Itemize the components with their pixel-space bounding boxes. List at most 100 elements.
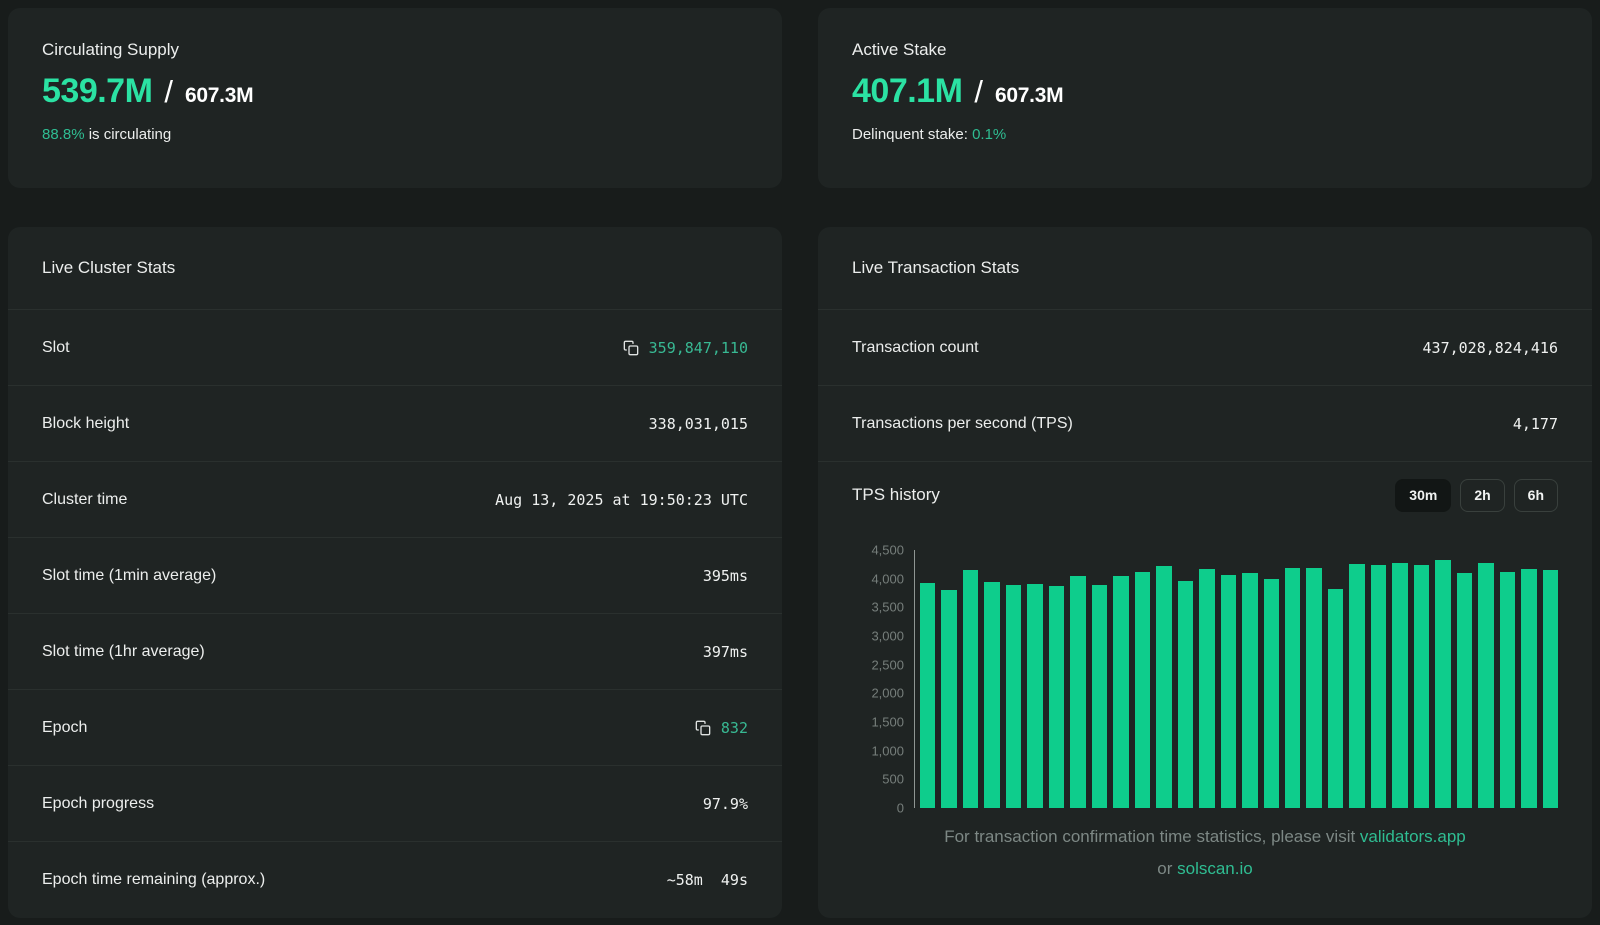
epoch-label: Epoch bbox=[42, 719, 87, 737]
cluster-time-value: Aug 13, 2025 at 19:50:23 UTC bbox=[495, 491, 748, 509]
tps-bar bbox=[1027, 584, 1042, 808]
circulating-supply-current: 539.7M bbox=[42, 72, 152, 111]
tps-bars bbox=[914, 550, 1558, 808]
tps-history-header: TPS history 30m 2h 6h bbox=[818, 462, 1592, 528]
table-row-epoch-time-remaining: Epoch time remaining (approx.) ~58m 49s bbox=[8, 842, 782, 918]
live-transaction-stats-title: Live Transaction Stats bbox=[818, 227, 1592, 310]
tps-bar bbox=[1070, 576, 1085, 808]
tps-bar bbox=[1306, 568, 1321, 809]
table-row-epoch: Epoch 832 bbox=[8, 690, 782, 766]
slot-time-1hr-label: Slot time (1hr average) bbox=[42, 643, 205, 661]
transaction-count-value: 437,028,824,416 bbox=[1423, 339, 1558, 357]
epoch-time-remaining-label: Epoch time remaining (approx.) bbox=[42, 871, 265, 889]
y-axis-tick: 3,000 bbox=[871, 629, 904, 644]
y-axis-tick: 500 bbox=[882, 772, 904, 787]
tps-bar bbox=[1435, 560, 1450, 808]
circulating-supply-total: 607.3M bbox=[185, 84, 253, 108]
tps-bar bbox=[1328, 589, 1343, 808]
block-height-value: 338,031,015 bbox=[649, 415, 748, 433]
active-stake-current: 407.1M bbox=[852, 72, 962, 111]
tps-bar bbox=[1349, 564, 1364, 808]
tps-range-30m[interactable]: 30m bbox=[1395, 479, 1451, 512]
slash-divider: / bbox=[974, 74, 983, 110]
table-row-transaction-count: Transaction count 437,028,824,416 bbox=[818, 310, 1592, 386]
epoch-progress-value: 97.9% bbox=[703, 795, 748, 813]
active-stake-title: Active Stake bbox=[852, 40, 1558, 60]
slot-label: Slot bbox=[42, 339, 70, 357]
footnote-line2: or solscan.io bbox=[818, 853, 1592, 885]
table-row-slot-time-1hr: Slot time (1hr average) 397ms bbox=[8, 614, 782, 690]
tps-bar bbox=[1178, 581, 1193, 808]
delinquent-stake-label: Delinquent stake: bbox=[852, 126, 972, 143]
transaction-count-label: Transaction count bbox=[852, 339, 979, 357]
tps-bar bbox=[1264, 579, 1279, 808]
tps-chart-footnote: For transaction confirmation time statis… bbox=[818, 821, 1592, 885]
epoch-value: 832 bbox=[695, 719, 748, 737]
tps-bar bbox=[941, 590, 956, 808]
footnote-line1: For transaction confirmation time statis… bbox=[818, 821, 1592, 853]
slot-value: 359,847,110 bbox=[623, 339, 748, 357]
slot-time-1min-label: Slot time (1min average) bbox=[42, 567, 216, 585]
tps-bar bbox=[1135, 572, 1150, 808]
block-height-label: Block height bbox=[42, 415, 129, 433]
circulating-supply-title: Circulating Supply bbox=[42, 40, 748, 60]
tps-bar bbox=[1113, 576, 1128, 808]
footnote-text: or bbox=[1157, 859, 1177, 878]
tps-range-6h[interactable]: 6h bbox=[1514, 479, 1558, 512]
tps-bar bbox=[1006, 585, 1021, 808]
slot-time-1hr-value: 397ms bbox=[703, 643, 748, 661]
slot-time-1min-value: 395ms bbox=[703, 567, 748, 585]
tps-bar bbox=[1221, 575, 1236, 808]
live-transaction-stats-card: Live Transaction Stats Transaction count… bbox=[818, 227, 1592, 918]
table-row-cluster-time: Cluster time Aug 13, 2025 at 19:50:23 UT… bbox=[8, 462, 782, 538]
active-stake-card: Active Stake 407.1M / 607.3M Delinquent … bbox=[818, 8, 1592, 188]
y-axis-tick: 3,500 bbox=[871, 600, 904, 615]
active-stake-total: 607.3M bbox=[995, 84, 1063, 108]
circulating-supply-value: 539.7M / 607.3M bbox=[42, 72, 748, 111]
tps-bar bbox=[1092, 585, 1107, 808]
slash-divider: / bbox=[164, 74, 173, 110]
tps-range-2h[interactable]: 2h bbox=[1460, 479, 1504, 512]
table-row-tps: Transactions per second (TPS) 4,177 bbox=[818, 386, 1592, 462]
live-cluster-stats-card: Live Cluster Stats Slot 359,847,110 Bloc… bbox=[8, 227, 782, 918]
tps-bar bbox=[1371, 565, 1386, 808]
tps-history-chart: 4,5004,0003,5003,0002,5002,0001,5001,000… bbox=[818, 550, 1592, 808]
y-axis-tick: 4,500 bbox=[871, 543, 904, 558]
tps-bar bbox=[1457, 573, 1472, 808]
tps-bar bbox=[1285, 568, 1300, 808]
tps-bar bbox=[1478, 563, 1493, 808]
y-axis-tick: 1,500 bbox=[871, 715, 904, 730]
tps-bar bbox=[920, 583, 935, 808]
cluster-time-label: Cluster time bbox=[42, 491, 127, 509]
slot-value-link[interactable]: 359,847,110 bbox=[649, 339, 748, 357]
tps-bar bbox=[984, 582, 999, 808]
tps-bar bbox=[1392, 563, 1407, 808]
epoch-progress-label: Epoch progress bbox=[42, 795, 154, 813]
circulating-note-text: is circulating bbox=[85, 126, 172, 143]
table-row-slot-time-1min: Slot time (1min average) 395ms bbox=[8, 538, 782, 614]
active-stake-value: 407.1M / 607.3M bbox=[852, 72, 1558, 111]
copy-icon[interactable] bbox=[695, 720, 711, 736]
tps-bar bbox=[1521, 569, 1536, 808]
validators-app-link[interactable]: validators.app bbox=[1360, 827, 1466, 846]
tps-bar bbox=[1242, 573, 1257, 808]
delinquent-stake-note: Delinquent stake: 0.1% bbox=[852, 126, 1558, 143]
copy-icon[interactable] bbox=[623, 340, 639, 356]
epoch-time-remaining-value: ~58m 49s bbox=[667, 871, 748, 889]
tps-bar bbox=[1543, 570, 1558, 808]
y-axis-tick: 2,500 bbox=[871, 657, 904, 672]
table-row-slot: Slot 359,847,110 bbox=[8, 310, 782, 386]
table-row-epoch-progress: Epoch progress 97.9% bbox=[8, 766, 782, 842]
tps-range-group: 30m 2h 6h bbox=[1395, 479, 1558, 512]
y-axis-tick: 1,000 bbox=[871, 743, 904, 758]
circulating-supply-note: 88.8% is circulating bbox=[42, 126, 748, 143]
tps-bar bbox=[1414, 565, 1429, 808]
epoch-value-link[interactable]: 832 bbox=[721, 719, 748, 737]
y-axis-tick: 4,000 bbox=[871, 571, 904, 586]
tps-bar bbox=[1199, 569, 1214, 808]
dashboard: Circulating Supply 539.7M / 607.3M 88.8%… bbox=[0, 0, 1600, 925]
table-row-block-height: Block height 338,031,015 bbox=[8, 386, 782, 462]
tps-bar bbox=[1156, 566, 1171, 808]
tps-chart-y-axis: 4,5004,0003,5003,0002,5002,0001,5001,000… bbox=[852, 550, 904, 808]
solscan-io-link[interactable]: solscan.io bbox=[1177, 859, 1253, 878]
